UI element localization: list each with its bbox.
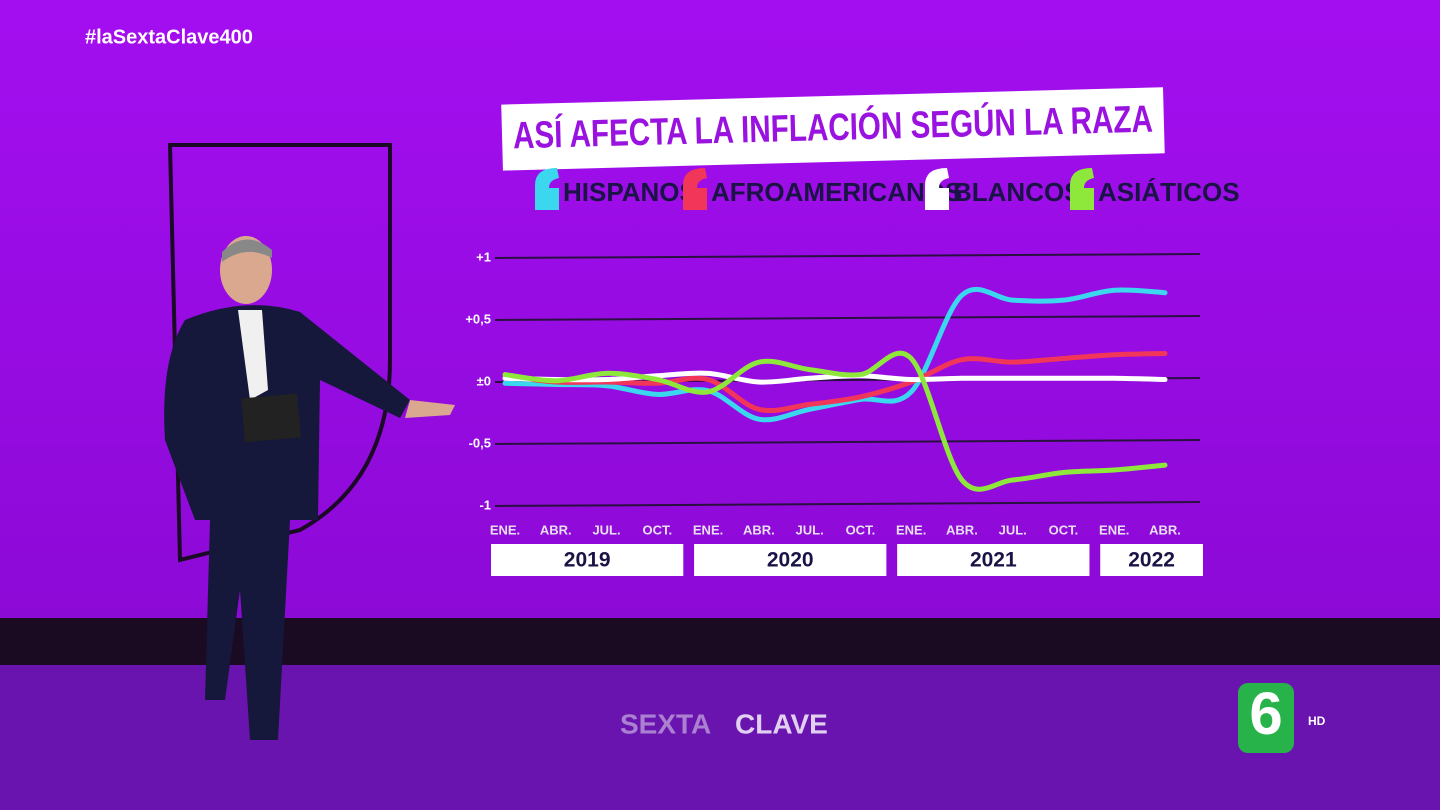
y-tick-label: -1 bbox=[479, 497, 491, 512]
y-tick-label: ±0 bbox=[477, 373, 491, 388]
legend-label: AFROAMERICANOS bbox=[711, 177, 962, 207]
year-label: 2022 bbox=[1128, 549, 1175, 572]
channel-logo-bg bbox=[1238, 683, 1294, 753]
year-label: 2020 bbox=[767, 549, 814, 572]
y-tick-label: +1 bbox=[476, 249, 491, 264]
grid-line bbox=[494, 315, 1201, 321]
x-tick-label: ABR. bbox=[743, 522, 775, 537]
stage-edge bbox=[0, 618, 1440, 670]
legend-label: ASIÁTICOS bbox=[1098, 177, 1240, 207]
legend-label: BLANCOS bbox=[953, 177, 1082, 207]
frame-decoration bbox=[167, 143, 392, 563]
x-tick-label: OCT. bbox=[1049, 522, 1079, 537]
grid-line bbox=[494, 501, 1201, 507]
reflection-text: SEXTA bbox=[620, 708, 711, 739]
x-tick-label: OCT. bbox=[846, 522, 876, 537]
x-tick-label: ABR. bbox=[540, 522, 572, 537]
x-tick-label: JUL. bbox=[592, 522, 620, 537]
legend-swatch bbox=[925, 168, 949, 210]
x-tick-label: OCT. bbox=[642, 522, 672, 537]
x-tick-label: ENE. bbox=[1099, 522, 1129, 537]
x-tick-label: JUL. bbox=[796, 522, 824, 537]
floor bbox=[0, 665, 1440, 810]
hd-badge: HD bbox=[1308, 714, 1326, 728]
legend-swatch bbox=[535, 168, 559, 210]
grid-line bbox=[494, 253, 1201, 259]
legend-label: HISPANOS bbox=[563, 177, 697, 207]
grid-line bbox=[494, 439, 1201, 445]
reflection-text: CLAVE bbox=[735, 708, 828, 739]
year-box bbox=[897, 544, 1090, 576]
legend-swatch bbox=[683, 168, 707, 210]
title-box bbox=[501, 87, 1165, 171]
x-tick-label: ENE. bbox=[896, 522, 926, 537]
year-label: 2021 bbox=[970, 549, 1017, 572]
y-tick-label: +0,5 bbox=[465, 311, 491, 326]
presenter bbox=[164, 236, 455, 740]
year-label: 2019 bbox=[564, 549, 611, 572]
legend-swatch bbox=[1070, 168, 1094, 210]
year-box bbox=[1100, 544, 1203, 576]
x-tick-label: ENE. bbox=[490, 522, 520, 537]
x-tick-label: ABR. bbox=[1149, 522, 1181, 537]
hashtag: #laSextaClave400 bbox=[85, 26, 253, 48]
series-line bbox=[502, 350, 1168, 414]
x-tick-label: JUL. bbox=[999, 522, 1027, 537]
x-tick-label: ENE. bbox=[693, 522, 723, 537]
series-line bbox=[502, 370, 1168, 385]
channel-logo: 6 bbox=[1249, 680, 1282, 747]
series-line bbox=[502, 350, 1168, 492]
x-tick-label: ABR. bbox=[946, 522, 978, 537]
year-box bbox=[694, 544, 887, 576]
y-tick-label: -0,5 bbox=[469, 435, 491, 450]
year-box bbox=[491, 544, 684, 576]
